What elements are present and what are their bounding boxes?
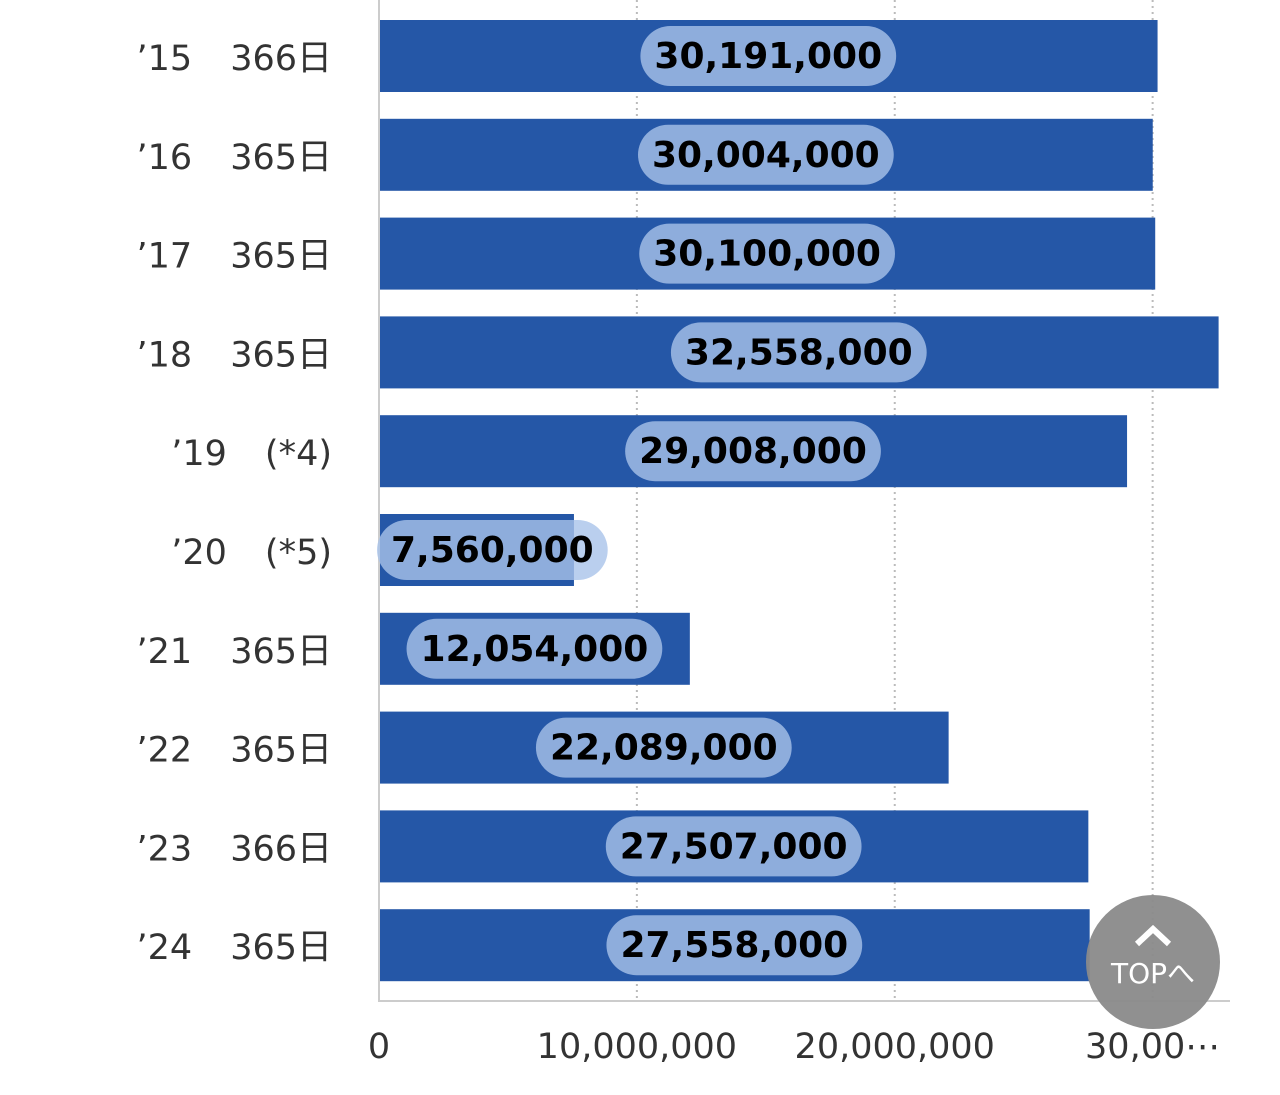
grid [635,0,1154,1000]
x-tick-label: 10,000,000 [537,1027,737,1067]
x-tick-label: 30,00⋯ [1085,1027,1220,1067]
value-label: 7,560,000 [391,530,594,571]
value-label-bg [637,124,894,185]
category-days: 365日 [230,731,332,771]
value-label: 30,100,000 [653,234,881,275]
x-tick-label: 0 [368,1027,390,1067]
category-days: (*4) [265,434,332,474]
value-label: 32,558,000 [685,332,913,373]
value-label: 29,008,000 [639,431,867,472]
value-label-bg [625,421,881,482]
value-label-bg [406,618,663,679]
category-days: 366日 [230,39,332,79]
category-label: ’18 [137,335,193,375]
category-days: 365日 [230,632,332,672]
value-label: 22,089,000 [550,728,778,769]
category-label: ’16 [137,138,193,178]
value-label: 30,004,000 [652,135,880,176]
top-button-bg[interactable] [1086,895,1220,1029]
category-label: ’24 [137,928,193,968]
value-label-bg [606,915,863,976]
value-label: 12,054,000 [421,629,649,670]
category-label: ’19 [171,434,227,474]
value-label: 30,191,000 [654,36,882,77]
category-days: 365日 [230,138,332,178]
category-days: 366日 [230,829,332,869]
value-label-bg [377,520,608,580]
category-label: ’22 [137,731,193,771]
top-button[interactable]: TOPへ [1086,895,1220,1029]
value-label: 27,558,000 [620,925,848,966]
value-label-bg [605,816,862,877]
value-label-bg [640,26,897,86]
category-label: ’20 [171,533,227,573]
category-label: ’15 [137,39,193,79]
category-label: ’17 [137,237,193,277]
category-label: ’21 [137,632,193,672]
value-label: 27,507,000 [620,826,848,867]
category-days: (*5) [265,533,332,573]
category-days: 365日 [230,335,332,375]
x-tick-label: 20,000,000 [795,1027,995,1067]
value-label-bg [639,223,895,284]
category-days: 365日 [230,237,332,277]
value-label-bg [535,717,792,778]
category-label: ’23 [137,829,193,869]
top-button-icon[interactable] [1134,924,1172,947]
value-label-bg [670,322,927,383]
top-button-label[interactable]: TOPへ [1110,957,1195,990]
category-days: 365日 [230,928,332,968]
